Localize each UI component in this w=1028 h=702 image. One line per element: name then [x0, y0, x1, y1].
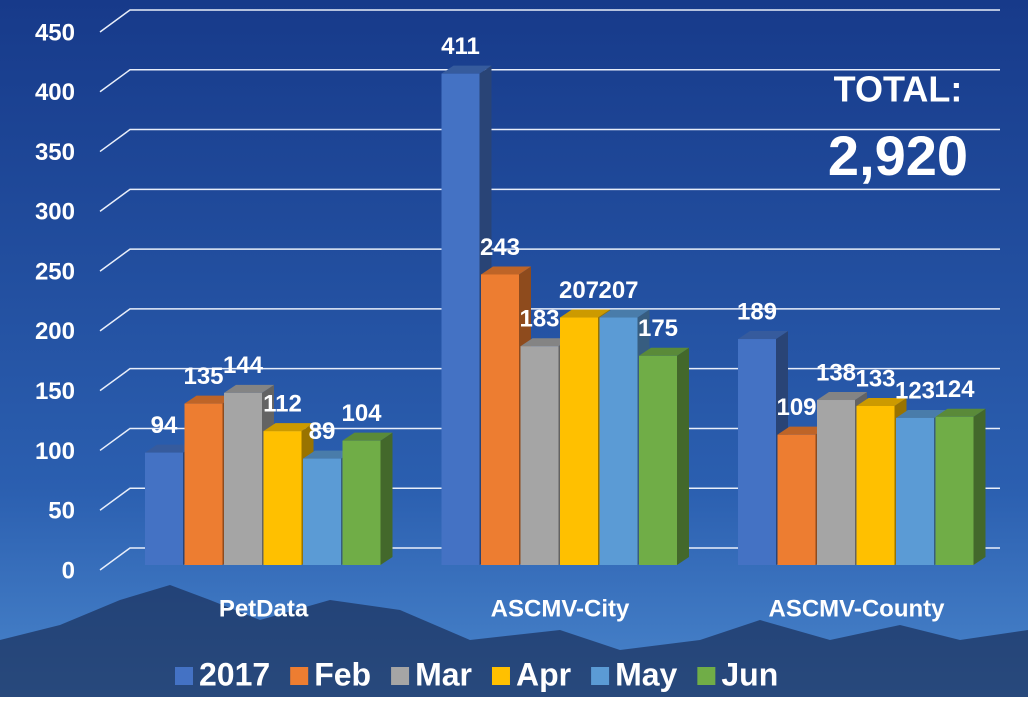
value-label: 207 [559, 277, 599, 304]
legend-label: Apr [516, 656, 571, 692]
y-tick-label: 100 [35, 438, 75, 465]
x-tick-label: PetData [219, 595, 309, 622]
grid-line [99, 367, 1000, 392]
bar-top [896, 409, 946, 418]
bar-top [817, 392, 867, 401]
legend-label: May [615, 656, 677, 692]
bar [856, 405, 895, 565]
bar-top [935, 408, 986, 417]
legend-label: Jun [721, 656, 778, 692]
y-tick-label: 250 [35, 258, 75, 285]
value-label: 94 [151, 412, 178, 439]
y-tick-label: 400 [35, 79, 75, 106]
bar-top [639, 347, 689, 356]
legend: 2017 Feb Mar Apr May Jun [175, 656, 778, 692]
value-label: 124 [934, 376, 975, 403]
legend-label: Mar [415, 656, 472, 692]
value-label: 189 [737, 298, 777, 325]
bar-side [973, 408, 986, 565]
bar-top [738, 331, 788, 340]
bar [896, 417, 934, 565]
value-label: 109 [776, 394, 816, 421]
bar [599, 317, 638, 565]
bar-top [599, 309, 650, 318]
bar-top [303, 450, 353, 459]
value-label: 144 [223, 352, 264, 379]
grid-line [99, 547, 1000, 571]
value-label: 89 [309, 418, 336, 445]
value-label: 135 [183, 363, 223, 390]
y-tick-label: 50 [48, 498, 75, 525]
bar [481, 274, 519, 565]
x-tick-label: ASCMV-County [769, 595, 946, 622]
value-label: 411 [441, 33, 480, 60]
legend-label: 2017 [199, 656, 270, 692]
grid-line [99, 9, 1000, 33]
grid-line [99, 248, 1000, 272]
value-label: 104 [341, 400, 382, 427]
bar-top [145, 444, 195, 453]
value-label: 175 [638, 315, 678, 342]
value-label: 183 [519, 306, 559, 333]
y-tick-label: 350 [35, 139, 75, 166]
value-label: 243 [480, 234, 520, 261]
value-label: 133 [855, 365, 895, 392]
x-tick-label: ASCMV-City [491, 595, 630, 622]
bar [184, 403, 223, 565]
legend-swatch [391, 667, 410, 685]
legend-swatch [175, 667, 193, 685]
bar [441, 73, 480, 566]
y-tick-label: 450 [35, 19, 75, 46]
bar [520, 346, 559, 565]
bar [639, 355, 677, 565]
y-tick-label: 150 [35, 378, 75, 405]
y-tick-label: 200 [35, 318, 75, 345]
bar [303, 458, 341, 565]
bar-top [777, 426, 828, 435]
bar-side [380, 432, 393, 565]
bar [263, 431, 302, 565]
bar [935, 416, 974, 565]
total-label: TOTAL: [834, 69, 963, 110]
bar-top [520, 338, 571, 347]
legend-swatch [697, 667, 716, 685]
bar [777, 434, 816, 565]
legend-label: Feb [314, 656, 371, 692]
bar-top [560, 309, 610, 318]
y-tick-label: 300 [35, 199, 75, 226]
bar-top [481, 266, 531, 275]
bar [145, 452, 183, 565]
legend-swatch [491, 667, 510, 685]
grid-line [99, 487, 1000, 511]
grid-line [99, 128, 1000, 153]
y-tick-label: 0 [62, 557, 75, 584]
bar [738, 339, 776, 565]
grid-line [99, 308, 1000, 332]
bar [342, 440, 381, 565]
legend-swatch [290, 667, 309, 685]
bar-top [856, 397, 907, 406]
bar-top [184, 395, 235, 404]
bar-top [441, 65, 492, 74]
value-label: 138 [816, 359, 856, 386]
total-value: 2,920 [828, 124, 968, 187]
mountains [0, 585, 1028, 697]
bar-side [677, 347, 689, 565]
bar-top [342, 432, 393, 441]
bar-top [224, 384, 274, 393]
bar-top [263, 423, 314, 432]
grid-line [99, 427, 1000, 452]
value-label: 123 [895, 377, 935, 404]
grid-line [99, 69, 1000, 93]
bar [817, 400, 855, 565]
value-label: 112 [263, 390, 302, 417]
grid-line [99, 188, 1000, 212]
bar [560, 317, 598, 565]
legend-swatch [591, 667, 610, 685]
value-label: 207 [598, 277, 638, 304]
bar [224, 392, 262, 565]
